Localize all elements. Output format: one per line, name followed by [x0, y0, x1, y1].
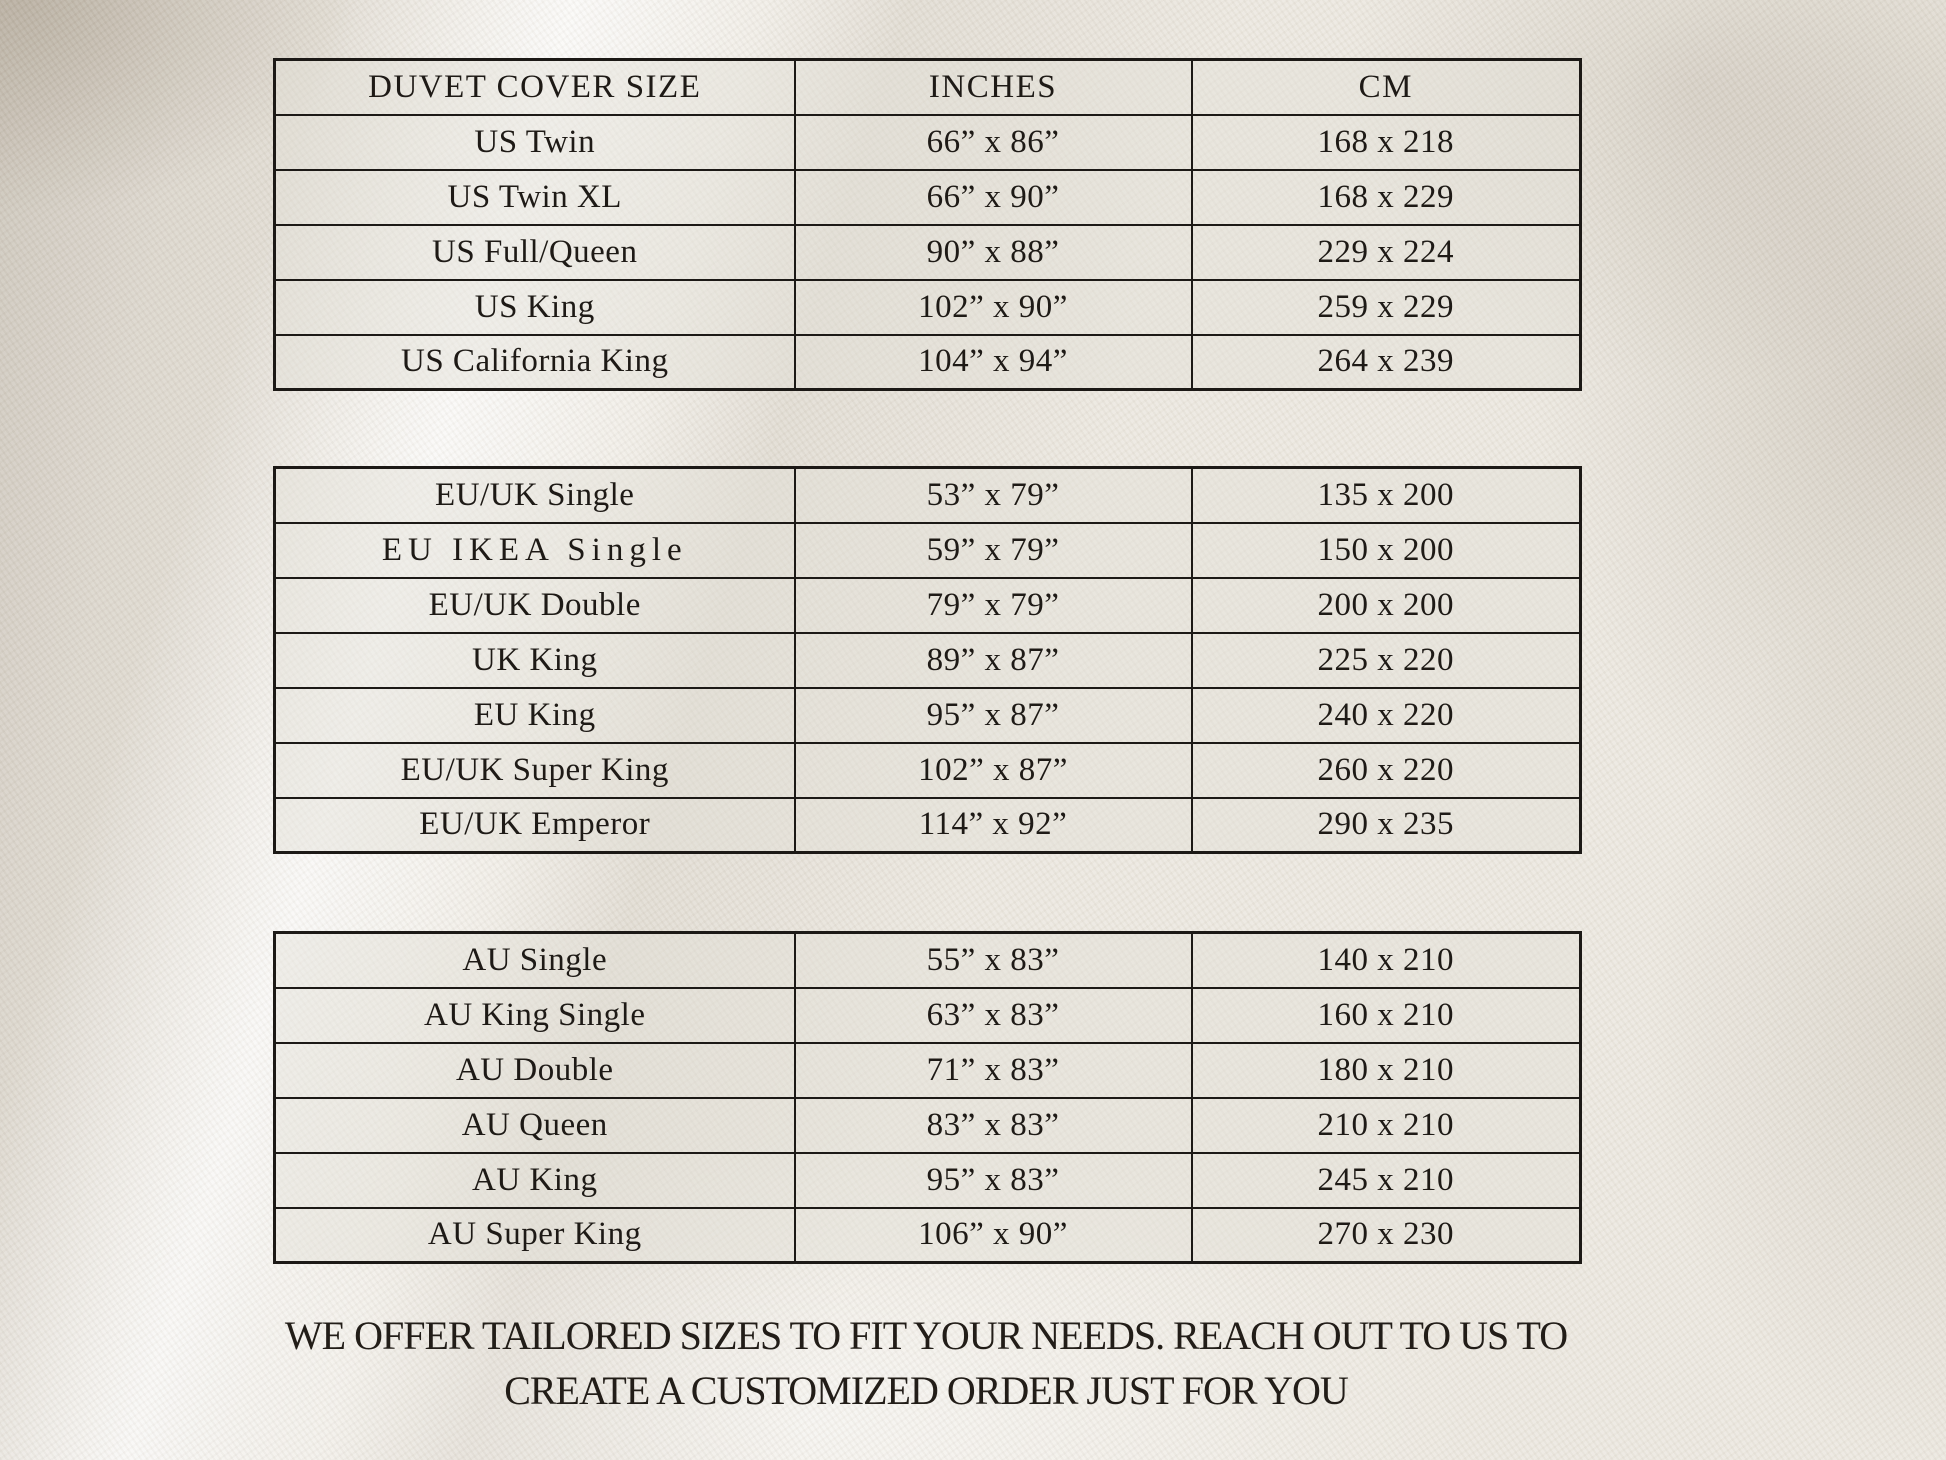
- table-cell: 135 x 200: [1190, 466, 1582, 524]
- table-cell: 229 x 224: [1190, 223, 1582, 281]
- table-cell: EU/UK Single: [273, 466, 796, 524]
- table-cell: EU/UK Emperor: [273, 796, 796, 854]
- table-cell: 264 x 239: [1190, 333, 1582, 391]
- table-cell: 210 x 210: [1190, 1096, 1582, 1154]
- table-cell: 95” x 87”: [793, 686, 1193, 744]
- column-header-cm: CM: [1190, 58, 1582, 116]
- table-cell: 90” x 88”: [793, 223, 1193, 281]
- table-row: EU/UK Super King 102” x 87” 260 x 220: [273, 741, 1582, 799]
- table-cell: US Full/Queen: [273, 223, 796, 281]
- table-row: US Twin XL 66” x 90” 168 x 229: [273, 168, 1582, 226]
- table-cell: UK King: [273, 631, 796, 689]
- us-sizes-rows: US Twin 66” x 86” 168 x 218 US Twin XL 66” x…: [273, 113, 1582, 391]
- table-cell: 168 x 218: [1190, 113, 1582, 171]
- table-cell: 71” x 83”: [793, 1041, 1193, 1099]
- table-cell: US King: [273, 278, 796, 336]
- table-cell: EU IKEA Single: [273, 521, 796, 579]
- table-row: AU King 95” x 83” 245 x 210: [273, 1151, 1582, 1209]
- table-cell: 59” x 79”: [793, 521, 1193, 579]
- table-row: EU/UK Single 53” x 79” 135 x 200: [273, 466, 1582, 524]
- table-cell: 168 x 229: [1190, 168, 1582, 226]
- table-row: US California King 104” x 94” 264 x 239: [273, 333, 1582, 391]
- table-cell: 259 x 229: [1190, 278, 1582, 336]
- table-cell: 270 x 230: [1190, 1206, 1582, 1264]
- table-cell: AU Super King: [273, 1206, 796, 1264]
- table-cell: 66” x 86”: [793, 113, 1193, 171]
- table-cell: 104” x 94”: [793, 333, 1193, 391]
- table-cell: 260 x 220: [1190, 741, 1582, 799]
- table-cell: 225 x 220: [1190, 631, 1582, 689]
- eu-uk-sizes-table: EU/UK Single 53” x 79” 135 x 200 EU IKEA Si…: [273, 466, 1582, 854]
- table-cell: AU Queen: [273, 1096, 796, 1154]
- table-cell: AU Double: [273, 1041, 796, 1099]
- table-cell: 114” x 92”: [793, 796, 1193, 854]
- table-row: US Twin 66” x 86” 168 x 218: [273, 113, 1582, 171]
- table-cell: 160 x 210: [1190, 986, 1582, 1044]
- table-cell: AU King Single: [273, 986, 796, 1044]
- table-row: EU King 95” x 87” 240 x 220: [273, 686, 1582, 744]
- table-cell: 95” x 83”: [793, 1151, 1193, 1209]
- table-cell: 79” x 79”: [793, 576, 1193, 634]
- table-row: AU Single 55” x 83” 140 x 210: [273, 931, 1582, 989]
- table-row: AU Queen 83” x 83” 210 x 210: [273, 1096, 1582, 1154]
- table-row: US King 102” x 90” 259 x 229: [273, 278, 1582, 336]
- us-sizes-table: DUVET COVER SIZE INCHES CM US Twin 66” x …: [273, 58, 1582, 391]
- table-cell: 180 x 210: [1190, 1041, 1582, 1099]
- table-cell: 53” x 79”: [793, 466, 1193, 524]
- table-cell: 89” x 87”: [793, 631, 1193, 689]
- table-cell: AU King: [273, 1151, 796, 1209]
- table-row: US Full/Queen 90” x 88” 229 x 224: [273, 223, 1582, 281]
- table-row: AU King Single 63” x 83” 160 x 210: [273, 986, 1582, 1044]
- custom-order-note-line1: WE OFFER TAILORED SIZES TO FIT YOUR NEED…: [284, 1313, 1568, 1358]
- size-chart: DUVET COVER SIZE INCHES CM US Twin 66” x …: [273, 58, 1582, 1264]
- table-cell: 245 x 210: [1190, 1151, 1582, 1209]
- table-cell: EU/UK Super King: [273, 741, 796, 799]
- column-header-inches: INCHES: [793, 58, 1193, 116]
- table-row: EU IKEA Single 59” x 79” 150 x 200: [273, 521, 1582, 579]
- custom-order-note-line2: CREATE A CUSTOMIZED ORDER JUST FOR YOU: [504, 1368, 1349, 1413]
- table-cell: 290 x 235: [1190, 796, 1582, 854]
- table-row: EU/UK Double 79” x 79” 200 x 200: [273, 576, 1582, 634]
- column-header-size: DUVET COVER SIZE: [273, 58, 796, 116]
- table-cell: 102” x 90”: [793, 278, 1193, 336]
- table-cell: 66” x 90”: [793, 168, 1193, 226]
- table-cell: 240 x 220: [1190, 686, 1582, 744]
- table-row: AU Super King 106” x 90” 270 x 230: [273, 1206, 1582, 1264]
- table-cell: 106” x 90”: [793, 1206, 1193, 1264]
- table-cell: 55” x 83”: [793, 931, 1193, 989]
- table-row: UK King 89” x 87” 225 x 220: [273, 631, 1582, 689]
- table-cell: EU/UK Double: [273, 576, 796, 634]
- table-cell: 200 x 200: [1190, 576, 1582, 634]
- eu-uk-sizes-rows: EU/UK Single 53” x 79” 135 x 200 EU IKEA Si…: [273, 466, 1582, 854]
- custom-order-note: WE OFFER TAILORED SIZES TO FIT YOUR NEED…: [273, 1308, 1579, 1418]
- table-cell: US Twin XL: [273, 168, 796, 226]
- table-row: EU/UK Emperor 114” x 92” 290 x 235: [273, 796, 1582, 854]
- table-cell: 140 x 210: [1190, 931, 1582, 989]
- table-cell: US California King: [273, 333, 796, 391]
- table-row: AU Double 71” x 83” 180 x 210: [273, 1041, 1582, 1099]
- table-cell: 83” x 83”: [793, 1096, 1193, 1154]
- header-row: DUVET COVER SIZE INCHES CM: [273, 58, 1582, 116]
- table-cell: 63” x 83”: [793, 986, 1193, 1044]
- table-cell: 102” x 87”: [793, 741, 1193, 799]
- table-cell: EU King: [273, 686, 796, 744]
- table-cell: US Twin: [273, 113, 796, 171]
- au-sizes-rows: AU Single 55” x 83” 140 x 210 AU King Singl…: [273, 931, 1582, 1264]
- au-sizes-table: AU Single 55” x 83” 140 x 210 AU King Singl…: [273, 931, 1582, 1264]
- table-cell: AU Single: [273, 931, 796, 989]
- table-cell: 150 x 200: [1190, 521, 1582, 579]
